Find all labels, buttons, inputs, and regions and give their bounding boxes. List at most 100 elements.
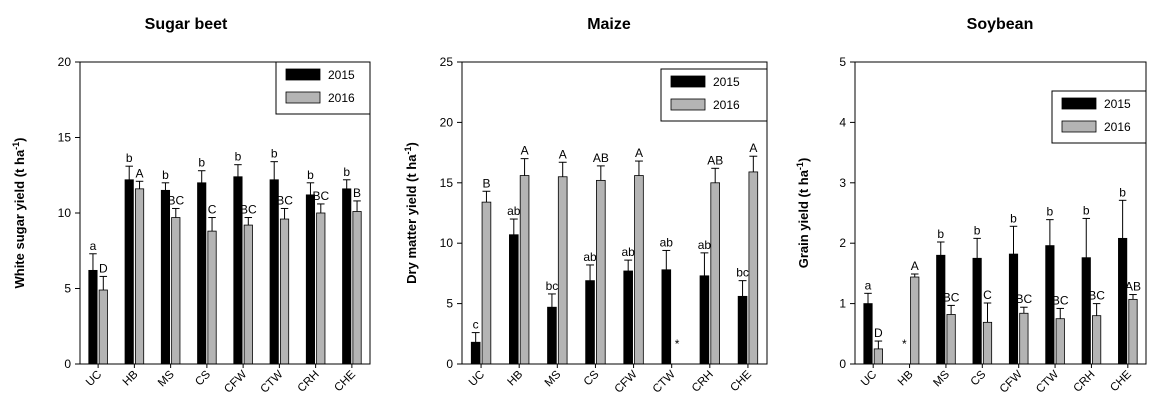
bar-2016 [634,175,644,365]
significance-letter: b [271,147,278,161]
y-tick-label: 15 [440,176,454,190]
bar-2015 [547,306,557,365]
significance-letter: b [974,223,981,237]
y-axis-label: Dry matter yield (t ha-1) [403,142,419,284]
significance-letter: c [473,318,479,332]
x-tick-label: CFW [613,369,640,396]
legend-swatch-2016 [1061,120,1097,133]
x-tick-label: CRH [296,369,322,395]
legend-label: 2015 [1104,97,1131,111]
bar-2015 [1008,253,1019,365]
missing-marker: * [675,337,680,351]
bar-2015 [1081,257,1091,365]
legend-label: 2016 [713,98,740,112]
chart-title: Sugar beet [145,16,228,33]
y-tick-label: 5 [446,297,453,311]
significance-letter: BC [276,193,293,207]
significance-letter: A [521,144,529,158]
chart-title: Maize [587,16,631,33]
significance-letter: b [307,168,314,182]
legend-label: 2016 [1104,120,1131,134]
significance-letter: ab [621,245,635,259]
plot-frame [461,61,768,365]
y-tick-label: 0 [64,357,71,371]
bar-2015 [160,189,171,365]
y-tick-label: 10 [58,206,72,220]
significance-letter: BC [943,290,960,304]
x-tick-label: CFW [998,369,1025,396]
significance-letter: b [198,156,205,170]
significance-letter: BC [312,189,329,203]
significance-letter: b [1083,203,1090,217]
plot-frame [854,61,1147,365]
bar-2016 [279,218,290,365]
bar-2016 [596,179,606,365]
bar-2016 [910,276,920,365]
significance-letter: BC [240,203,257,217]
significance-letter: ab [507,204,521,218]
y-tick-label: 5 [839,55,846,69]
significance-letter: a [90,239,97,253]
y-axis-label-superscript: -1 [11,142,21,150]
y-axis-label-end: ) [404,142,419,146]
y-tick-label: 2 [839,236,846,250]
significance-letter: ab [660,235,674,249]
y-tick-label: 3 [839,176,846,190]
bar-2015 [470,341,481,365]
x-tick-label: CTW [651,369,678,396]
significance-letter: ab [698,238,712,252]
significance-letter: B [353,186,361,200]
bar-2015 [737,295,748,365]
bar-2016 [1019,312,1029,365]
x-tick-label: CRH [690,369,716,395]
legend-swatch-2015 [670,75,706,88]
y-axis-label-text: White sugar yield (t ha [12,149,27,288]
significance-letter: bc [736,266,749,280]
y-tick-label: 4 [839,115,846,129]
significance-letter: A [911,259,919,273]
y-axis-label-end: ) [12,137,27,141]
plot-frame [79,61,371,365]
y-tick-label: 1 [839,297,846,311]
bar-2016 [98,289,108,365]
x-tick-label: HB [506,368,526,388]
panel-maize: Maize Dry matter yield (t ha-1) 0 5 10 15 20 25… [403,16,768,396]
x-tick-label: CHE [1108,368,1134,394]
bar-2016 [352,211,362,365]
significance-letter: D [874,326,883,340]
bar-2016 [316,212,326,365]
y-axis-label-text: Dry matter yield (t ha [404,154,419,284]
significance-letter: b [937,227,944,241]
missing-marker: * [902,337,907,351]
significance-letter: BC [1052,293,1069,307]
legend-swatch-2016 [285,91,321,104]
bar-2016 [1128,298,1138,365]
significance-letter: b [1010,211,1017,225]
bar-2016 [557,176,568,365]
bar-2015 [699,275,710,365]
bar-2016 [710,182,720,365]
bar-2016 [171,217,181,365]
bar-2015 [342,188,352,365]
x-tick-label: CHE [332,368,358,394]
bar-2015 [509,234,519,365]
bar-2015 [972,257,982,365]
significance-letter: BC [1088,289,1105,303]
significance-letter: D [99,261,108,275]
significance-letter: B [482,176,490,190]
x-tick-label: UC [859,369,879,389]
x-tick-label: HB [121,368,141,388]
x-tick-label: CHE [728,368,754,394]
significance-letter: bc [546,279,559,293]
x-tick-label: CS [969,368,989,388]
significance-letter: b [162,168,169,182]
bar-2016 [982,321,993,365]
y-tick-label: 20 [58,55,72,69]
bar-2015 [124,179,134,365]
bar-2016 [481,201,492,365]
bar-2015 [197,182,207,365]
y-tick-label: 20 [440,115,454,129]
y-tick-label: 5 [64,282,71,296]
significance-letter: b [235,150,242,164]
